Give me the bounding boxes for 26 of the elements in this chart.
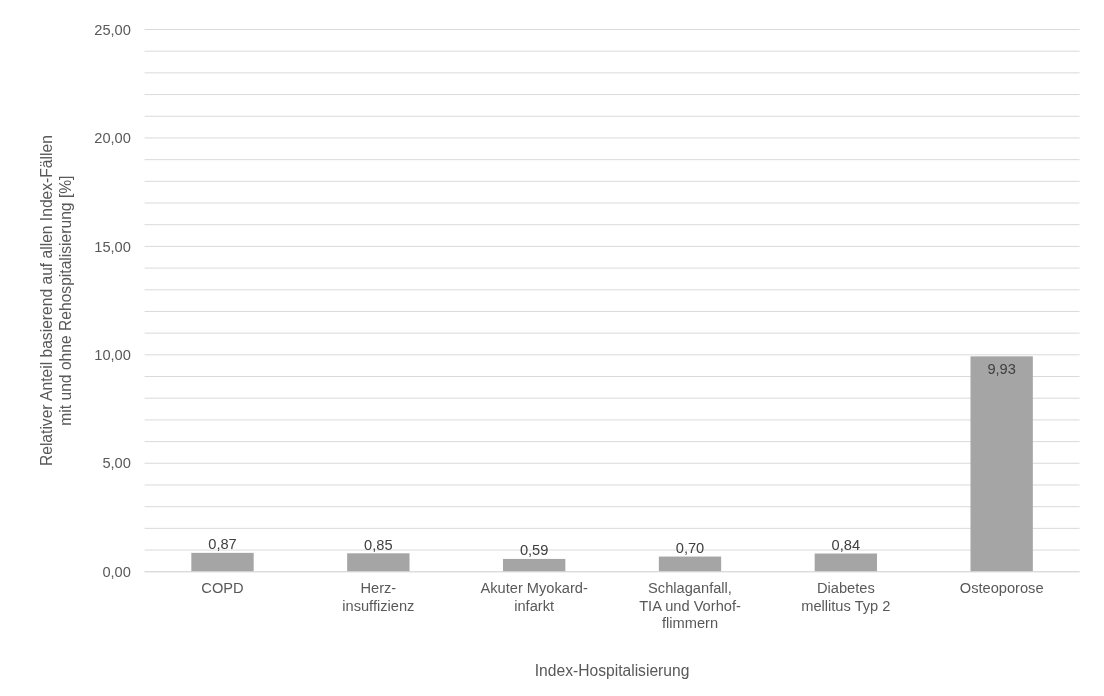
x-tick-label: Osteoporose — [959, 580, 1044, 597]
y-tick-label: 15,00 — [94, 238, 131, 255]
bar — [503, 558, 566, 572]
x-tick-label: COPD — [201, 580, 244, 597]
y-tick-label: 0,00 — [102, 563, 131, 580]
data-label: 0,87 — [208, 536, 237, 553]
data-label: 0,84 — [831, 536, 861, 553]
bar — [658, 556, 722, 572]
y-tick-label: 10,00 — [94, 346, 131, 363]
bar — [814, 553, 877, 572]
x-tick-label: Schlaganfall, TIA und Vorhof-flimmern — [639, 580, 741, 632]
x-tick-label: Akuter Myokard-infarkt — [480, 580, 588, 614]
bar — [191, 552, 254, 572]
y-tick-label: 5,00 — [102, 455, 131, 472]
data-label: 9,93 — [987, 361, 1016, 378]
data-label: 0,85 — [364, 536, 393, 553]
x-tick-label: Diabetes mellitus Typ 2 — [801, 580, 891, 614]
y-axis-title: Relativer Anteil basierend auf allen Index-Fällen mit und ohne Rehospitalisierung [%] — [37, 135, 75, 467]
y-tick-label: 20,00 — [94, 130, 131, 147]
y-tick-label: 25,00 — [94, 21, 131, 38]
x-axis-title: Index-Hospitalisierung — [534, 662, 690, 680]
bar — [970, 356, 1033, 572]
x-tick-label: Herz-insuffizienz — [342, 580, 415, 614]
bar — [347, 553, 410, 572]
data-label: 0,59 — [519, 542, 549, 559]
data-label: 0,70 — [675, 539, 705, 556]
